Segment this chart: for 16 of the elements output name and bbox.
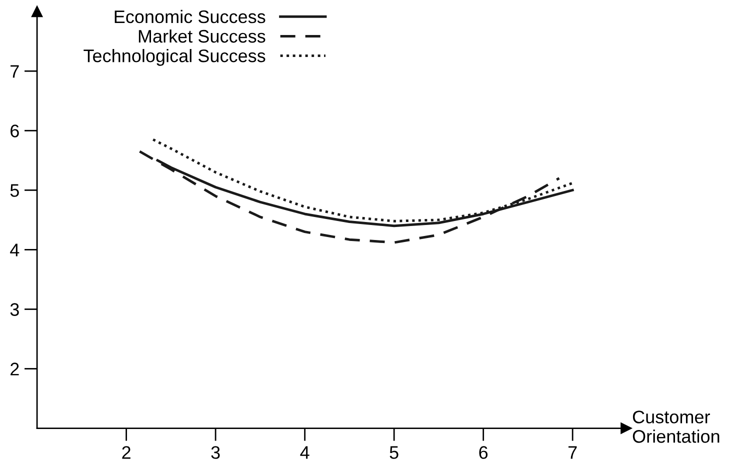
x-tick-label: 7 — [568, 446, 577, 459]
x-tick-label: 3 — [211, 446, 220, 459]
x-axis-title: Customer Orientation — [632, 410, 720, 443]
y-tick-label: 5 — [10, 184, 19, 197]
x-tick-label: 5 — [390, 446, 398, 459]
x-tick-label: 4 — [300, 446, 310, 459]
y-tick-label: 2 — [10, 362, 19, 376]
x-tick-label: 6 — [479, 446, 488, 459]
legend-label: Economic Success — [114, 10, 266, 24]
legend-label: Technological Success — [84, 48, 266, 66]
x-tick-label: 2 — [122, 446, 130, 459]
y-tick-label: 7 — [10, 65, 19, 78]
legend-label: Market Success — [138, 29, 266, 43]
y-tick-label: 6 — [10, 124, 19, 138]
y-tick-label: 4 — [10, 244, 20, 256]
y-tick-label: 3 — [10, 303, 19, 316]
